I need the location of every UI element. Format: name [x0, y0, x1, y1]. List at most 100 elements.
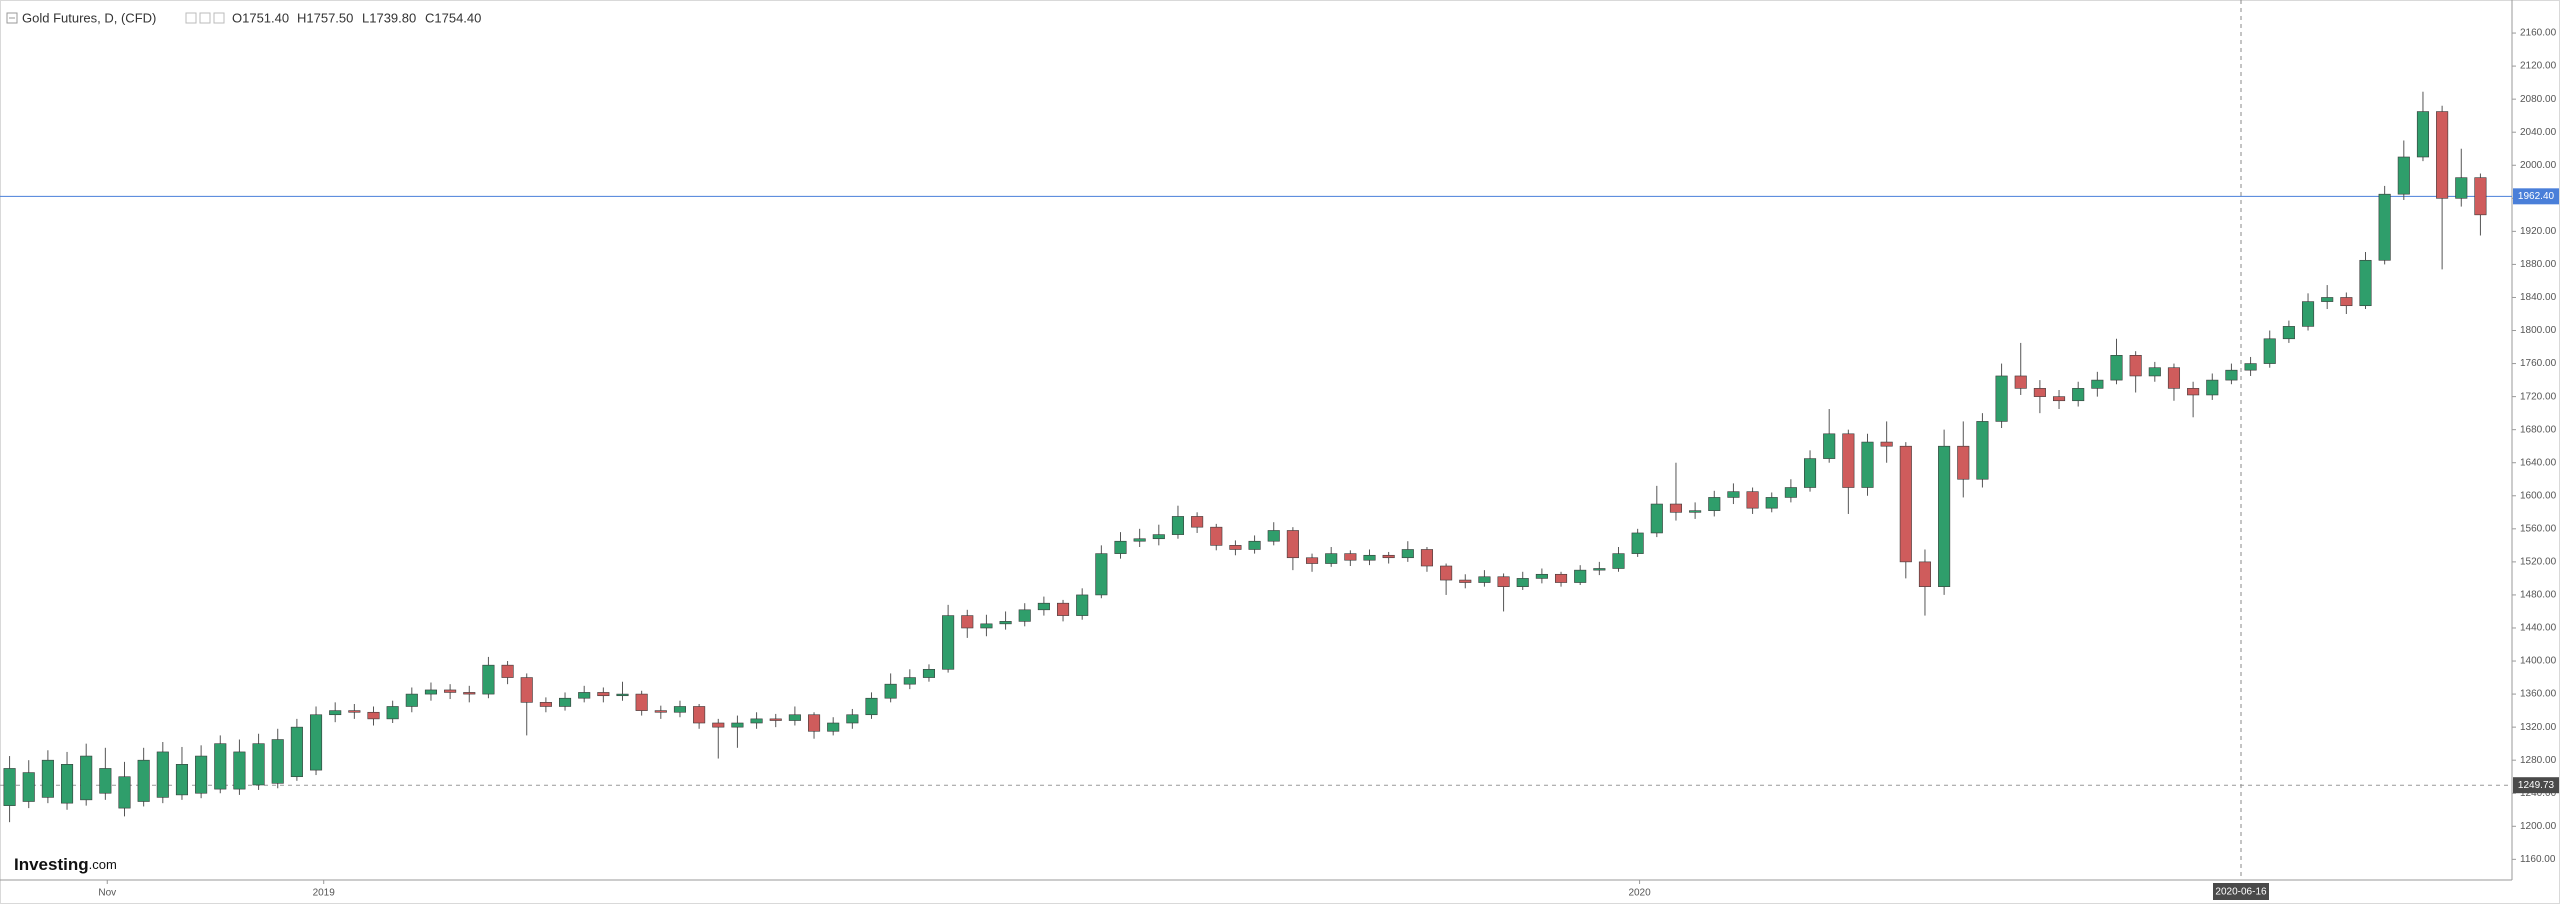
ohlc-open: O1751.40 [232, 10, 289, 25]
y-tick-label: 2120.00 [2520, 61, 2557, 72]
candle-body [233, 751, 246, 790]
candle-body [367, 711, 380, 720]
y-tick-label: 1240.00 [2520, 788, 2557, 799]
candle-body [1803, 458, 1817, 488]
candle-body [712, 722, 725, 728]
close-icon[interactable] [213, 12, 225, 24]
candle-body [2321, 297, 2334, 302]
candle-body [750, 718, 763, 724]
y-tick-label: 1400.00 [2520, 656, 2557, 667]
candle-body [2129, 355, 2142, 377]
candle-body [2072, 388, 2085, 402]
candle-body [1344, 553, 1357, 561]
y-tick-label: 1200.00 [2520, 821, 2557, 832]
candle-body [1861, 441, 1874, 488]
collapse-icon[interactable] [6, 12, 18, 24]
candle-body [1056, 602, 1070, 616]
candle-body [60, 764, 74, 804]
candle-body [2225, 369, 2238, 381]
candle-body [788, 714, 801, 721]
candle-body [482, 664, 495, 695]
chart-title: Gold Futures, D, (CFD) [22, 10, 156, 25]
candle-body [2091, 379, 2104, 389]
candle-body [424, 689, 438, 695]
y-tick-label: 1680.00 [2520, 424, 2557, 435]
y-tick-label: 1720.00 [2520, 391, 2557, 402]
candle-body [2187, 388, 2200, 396]
candle-body [635, 693, 648, 711]
candle-body [2282, 326, 2295, 340]
candle-body [1842, 433, 1855, 488]
candle-body [2455, 177, 2468, 199]
candle-body [214, 743, 227, 790]
candle-body [903, 677, 916, 685]
candle-body [156, 751, 169, 798]
candle-body [1478, 576, 1491, 583]
candle-body [1401, 549, 1414, 559]
price-label: 1962.40 [2518, 191, 2555, 202]
candle-body [1708, 497, 1721, 511]
y-tick-label: 1640.00 [2520, 457, 2557, 468]
candle-body [1574, 569, 1587, 583]
candle-body [2167, 367, 2181, 389]
candle-body [807, 714, 821, 732]
y-tick-label: 1600.00 [2520, 490, 2557, 501]
candle-body [942, 615, 955, 670]
candle-body [1286, 530, 1299, 559]
candle-body [99, 768, 112, 794]
candle-body [865, 697, 878, 716]
candle-body [1612, 553, 1625, 569]
candle-body [1765, 497, 1778, 509]
candle-body [1727, 491, 1740, 498]
candle-body [1363, 554, 1376, 561]
candle-body [597, 692, 610, 697]
y-tick-label: 1520.00 [2520, 557, 2557, 568]
candle-body [1497, 576, 1510, 587]
candle-body [290, 726, 303, 778]
candle-body [1420, 549, 1434, 567]
y-tick-label: 1840.00 [2520, 292, 2557, 303]
candle-body [195, 755, 208, 794]
y-tick-label: 2160.00 [2520, 28, 2557, 39]
candle-body [1516, 578, 1529, 587]
candle-body [1018, 609, 1031, 622]
candle-body [654, 710, 667, 713]
candle-body [578, 692, 591, 699]
candle-body [1593, 568, 1606, 571]
candle-body [1957, 445, 1970, 480]
candle-body [539, 702, 552, 707]
y-tick-label: 1920.00 [2520, 226, 2557, 237]
hide-icon[interactable] [199, 12, 211, 24]
ohlc-low: L1739.80 [362, 10, 416, 25]
candle-body [1229, 545, 1242, 550]
candle-body [1554, 573, 1568, 583]
candle-body [1171, 516, 1185, 535]
candle-body [1938, 445, 1951, 587]
settings-icon[interactable] [185, 12, 197, 24]
candle-body [2014, 375, 2027, 389]
crosshair-label-box [2213, 883, 2269, 900]
candle-body [2436, 111, 2449, 199]
y-tick-label: 2040.00 [2520, 127, 2557, 138]
candle-body [2110, 355, 2123, 381]
candle-body [1325, 553, 1338, 564]
crosshair-label: 2020-06-16 [2215, 887, 2267, 898]
candle-body [1650, 503, 1663, 534]
candle-body [2378, 193, 2391, 261]
candle-body [1459, 579, 1472, 583]
candle-body [1689, 510, 1702, 513]
y-tick-label: 1440.00 [2520, 623, 2557, 634]
y-tick-label: 1160.00 [2520, 854, 2556, 865]
candle-body [1076, 594, 1089, 616]
candle-body [520, 677, 533, 703]
y-tick-label: 1280.00 [2520, 755, 2557, 766]
candle-body [2263, 338, 2276, 364]
y-tick-label: 1800.00 [2520, 325, 2557, 336]
candle-body [1114, 540, 1127, 554]
candle-body [444, 689, 457, 693]
candle-body [1535, 573, 1548, 579]
candle-body [137, 759, 150, 802]
y-tick-label: 1360.00 [2520, 689, 2557, 700]
candle-body [1976, 421, 1989, 480]
